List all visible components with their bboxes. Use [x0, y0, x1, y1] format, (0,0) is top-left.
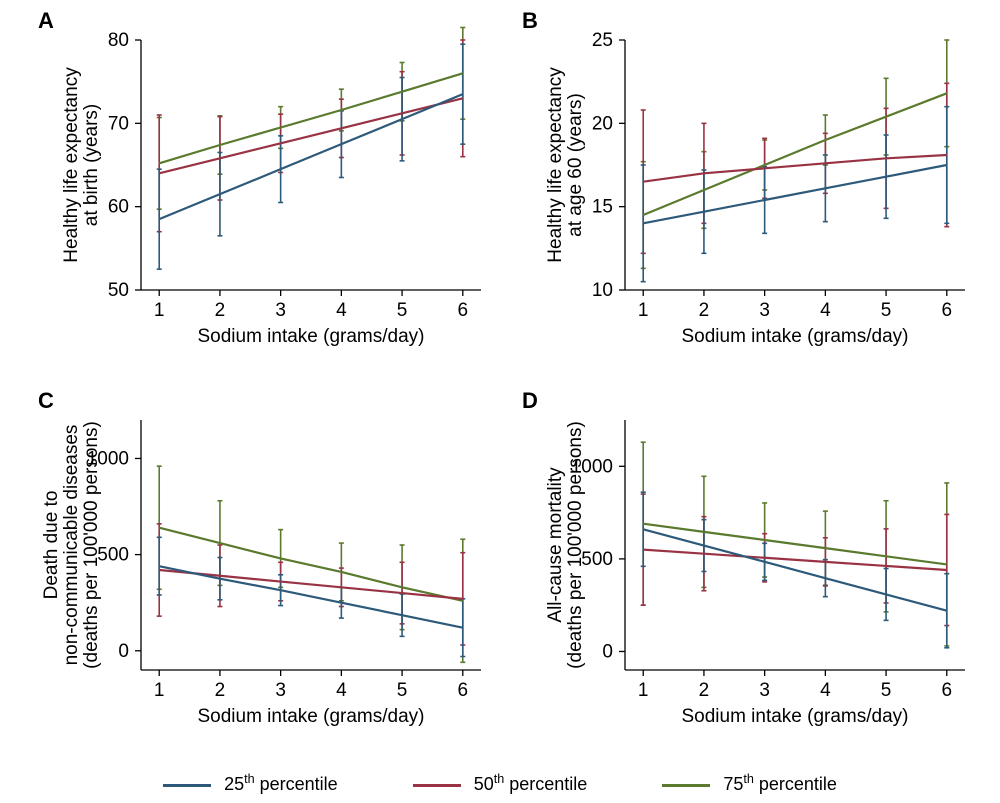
legend-swatch-p75: [662, 784, 710, 787]
ylabel: All-cause mortality(deaths per 100'000 p…: [545, 421, 586, 669]
panel-label-A: A: [38, 8, 54, 34]
series-p50: [643, 155, 947, 182]
xtick-label: 5: [397, 680, 408, 701]
ytick-label: 20: [592, 113, 613, 134]
legend-item-p25: 25th percentile: [163, 772, 338, 795]
chart-D: 123456Sodium intake (grams/day)05001000A…: [520, 390, 980, 740]
xtick-label: 3: [759, 300, 770, 321]
xtick-label: 6: [457, 300, 468, 321]
xtick-label: 2: [699, 300, 710, 321]
xtick-label: 5: [397, 300, 408, 321]
xtick-label: 4: [820, 680, 831, 701]
xtick-label: 3: [275, 680, 286, 701]
xtick-label: 1: [638, 680, 649, 701]
xtick-label: 2: [215, 300, 226, 321]
xtick-label: 3: [759, 680, 770, 701]
panel-C: C123456Sodium intake (grams/day)05001000…: [36, 390, 496, 740]
series-p25: [159, 566, 463, 628]
series-p50: [159, 570, 463, 599]
ytick-label: 70: [108, 113, 129, 134]
xtick-label: 4: [820, 300, 831, 321]
xtick-label: 6: [941, 300, 952, 321]
panel-B: B 1 2 3 4 5 6 Sodium intake (grams/day) 10 15 20 25…: [520, 10, 980, 360]
xtick-label: 1: [154, 680, 165, 701]
panel-label-C: C: [38, 388, 54, 414]
xtick-label: 2: [215, 680, 226, 701]
xtick-label: 4: [336, 300, 347, 321]
series-p25: [643, 529, 947, 610]
xtick-label: 1: [154, 300, 165, 321]
legend: 25th percentile 50th percentile 75th per…: [0, 772, 1000, 795]
ytick-label: 25: [592, 30, 613, 51]
legend-label-p25: 25th percentile: [224, 774, 338, 794]
series-p75: [643, 524, 947, 565]
series-p25: [159, 94, 463, 219]
ylabel: Death due tonon-communicable diseases(de…: [41, 421, 102, 669]
xtick-label: 3: [275, 300, 286, 321]
legend-swatch-p50: [413, 784, 461, 787]
legend-item-p50: 50th percentile: [413, 772, 588, 795]
xtick-label: 2: [699, 680, 710, 701]
ytick-label: 0: [602, 641, 613, 662]
series-p75: [159, 528, 463, 601]
figure: A123456Sodium intake (grams/day)50607080…: [0, 0, 1000, 803]
xtick-label: 6: [457, 680, 468, 701]
xlabel: Sodium intake (grams/day): [197, 326, 424, 347]
series-p25: [643, 165, 947, 223]
legend-item-p75: 75th percentile: [662, 772, 837, 795]
ylabel: Healthy life expectancyat birth (years): [61, 67, 102, 263]
series-p75: [643, 93, 947, 215]
ytick-label: 500: [97, 545, 129, 566]
xlabel: Sodium intake (grams/day): [681, 326, 908, 347]
ytick-label: 15: [592, 197, 613, 218]
legend-label-p75: 75th percentile: [723, 774, 837, 794]
xtick-label: 5: [881, 300, 892, 321]
panel-A: A 1 2 3 4 5 6 Sodium intake (grams/day) 50 60 70 80…: [36, 10, 496, 360]
ytick-label: 60: [108, 197, 129, 218]
ytick-label: 0: [118, 641, 129, 662]
xtick-label: 4: [336, 680, 347, 701]
xlabel: Sodium intake (grams/day): [681, 706, 908, 727]
xlabel: Sodium intake (grams/day): [197, 706, 424, 727]
ytick-label: 80: [108, 30, 129, 51]
xtick-label: 5: [881, 680, 892, 701]
ytick-label: 500: [581, 549, 613, 570]
ytick-label: 10: [592, 280, 613, 301]
chart-B: 1 2 3 4 5 6 Sodium intake (grams/day) 10 15 20 25 H…: [520, 10, 980, 360]
xtick-label: 6: [941, 680, 952, 701]
chart-C: 123456Sodium intake (grams/day)05001000D…: [36, 390, 496, 740]
panel-label-B: B: [522, 8, 538, 34]
chart-A: 1 2 3 4 5 6 Sodium intake (grams/day) 50 60 70 80 H…: [36, 10, 496, 360]
xtick-label: 1: [638, 300, 649, 321]
series-p75: [159, 73, 463, 163]
ylabel: Healthy life expectancyat age 60 (years): [545, 67, 586, 263]
series-p50: [159, 98, 463, 173]
ytick-label: 50: [108, 280, 129, 301]
series-p50: [643, 550, 947, 570]
panel-D: D123456Sodium intake (grams/day)05001000…: [520, 390, 980, 740]
legend-label-p50: 50th percentile: [474, 774, 588, 794]
legend-swatch-p25: [163, 784, 211, 787]
panel-label-D: D: [522, 388, 538, 414]
